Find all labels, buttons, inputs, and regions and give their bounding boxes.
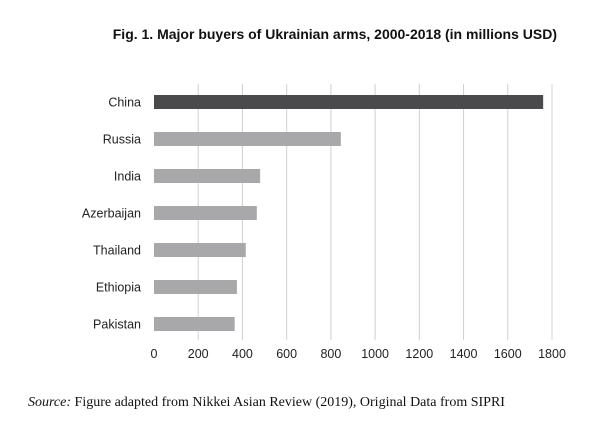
x-tick-labels: 0 200 400 600 800 1000 1200 1400 1600 1800 <box>151 347 566 361</box>
bar-pakistan <box>154 317 235 331</box>
category-label: Ethiopia <box>96 281 141 295</box>
category-label: India <box>114 170 141 184</box>
x-tick-label: 1800 <box>538 347 566 361</box>
bar-thailand <box>154 243 246 257</box>
chart-title: Fig. 1. Major buyers of Ukrainian arms, … <box>112 26 557 42</box>
bar-china <box>154 95 544 109</box>
source-text: Figure adapted from Nikkei Asian Review … <box>71 395 505 410</box>
x-tick-label: 1600 <box>494 347 522 361</box>
x-tick-label: 1000 <box>361 347 389 361</box>
category-labels: China Russia India Azerbaijan Thailand Ethiop… <box>82 96 141 332</box>
bar-india <box>154 169 261 183</box>
x-tick-label: 1200 <box>405 347 433 361</box>
x-tick-label: 200 <box>188 347 209 361</box>
x-tick-label: 0 <box>151 347 158 361</box>
category-label: Thailand <box>93 244 141 258</box>
bar-ethiopia <box>154 280 237 294</box>
source-label: Source: <box>28 395 72 410</box>
x-tick-label: 1400 <box>450 347 478 361</box>
x-tick-label: 800 <box>320 347 341 361</box>
category-label: Azerbaijan <box>82 207 141 221</box>
source-note: Source: Figure adapted from Nikkei Asian… <box>28 395 598 411</box>
bar-russia <box>154 132 341 146</box>
category-label: Russia <box>103 133 141 147</box>
bar-azerbaijan <box>154 206 257 220</box>
category-label: Pakistan <box>93 318 141 332</box>
bars <box>154 95 544 331</box>
category-label: China <box>108 96 141 110</box>
x-tick-label: 600 <box>276 347 297 361</box>
x-tick-label: 400 <box>232 347 253 361</box>
